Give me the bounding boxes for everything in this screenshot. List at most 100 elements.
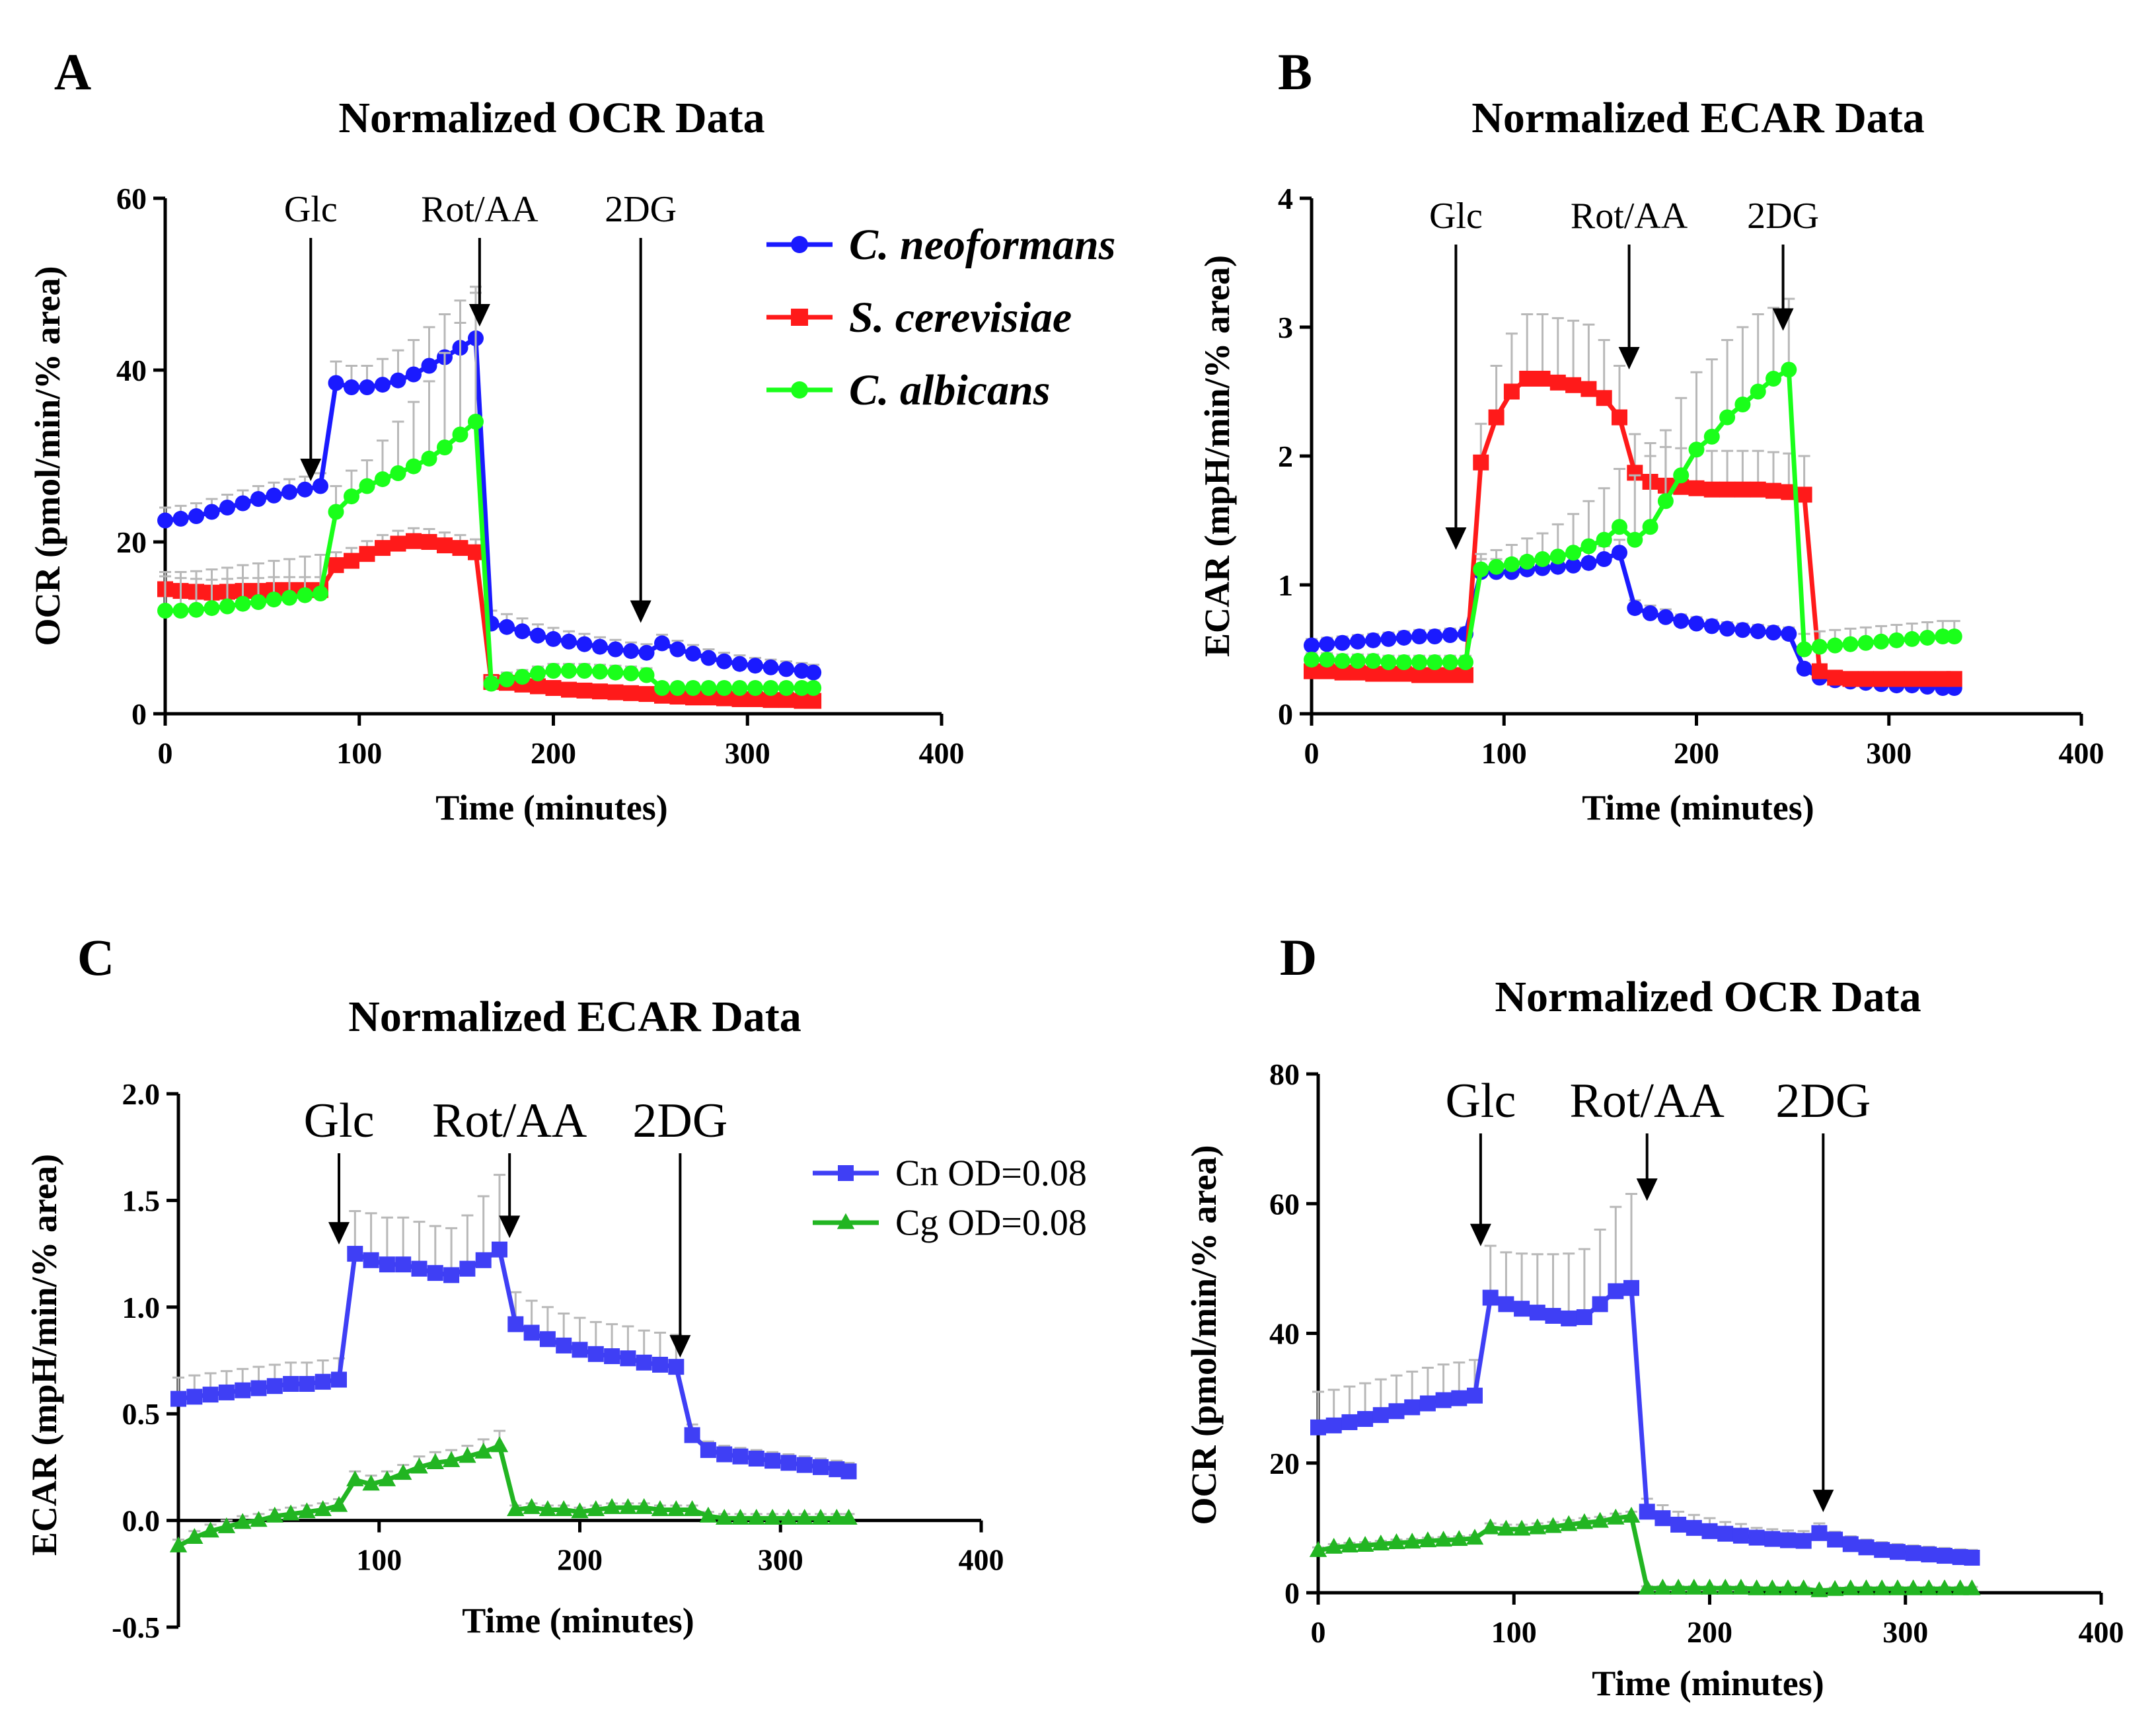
data-point: [390, 372, 406, 389]
data-point: [217, 1517, 236, 1533]
data-point: [1888, 632, 1905, 648]
data-point: [1304, 637, 1320, 654]
data-point: [619, 1498, 637, 1514]
data-point: [716, 1508, 733, 1525]
data-point: [330, 1496, 348, 1512]
data-point: [1592, 1296, 1608, 1313]
data-point: [421, 534, 437, 550]
legend-marker: [791, 309, 808, 326]
data-point: [667, 1500, 685, 1517]
data-point: [592, 638, 608, 655]
data-point: [1435, 1392, 1452, 1408]
data-point: [346, 1470, 364, 1486]
annotation-label: 2DG: [1775, 1074, 1871, 1128]
data-point: [1380, 654, 1397, 670]
data-point: [1575, 1513, 1594, 1529]
data-point: [1873, 633, 1890, 650]
panel-letter: A: [54, 43, 91, 100]
data-point: [669, 641, 686, 658]
data-point: [1888, 1579, 1907, 1595]
data-point: [235, 495, 251, 512]
data-point: [1404, 1399, 1421, 1416]
data-point: [1719, 621, 1736, 637]
data-point: [375, 471, 390, 488]
legend-marker: [838, 1165, 854, 1181]
data-point: [592, 664, 608, 680]
data-point: [1703, 618, 1720, 634]
legend-marker: [791, 236, 808, 253]
legend-label: C. neoformans: [849, 221, 1115, 269]
data-point: [442, 1451, 461, 1467]
data-point: [1734, 622, 1751, 638]
data-point: [202, 1387, 219, 1403]
data-point: [1921, 1546, 1937, 1563]
data-point: [313, 478, 328, 494]
x-tick-label: 300: [725, 736, 770, 770]
x-axis-label: Time (minutes): [1582, 788, 1814, 827]
data-point: [314, 1500, 332, 1517]
data-point: [555, 1500, 573, 1517]
data-point: [530, 665, 546, 681]
data-point: [1309, 1541, 1327, 1557]
y-tick-label: 3: [1278, 311, 1293, 344]
data-point: [794, 680, 810, 696]
data-point: [204, 504, 220, 520]
data-point: [1717, 1525, 1734, 1542]
data-point: [157, 512, 173, 529]
x-axis-label: Time (minutes): [1592, 1663, 1824, 1703]
data-point: [499, 619, 515, 635]
data-point: [1467, 1387, 1483, 1404]
data-point: [1481, 1518, 1499, 1535]
data-point: [427, 1265, 443, 1281]
y-tick-label: 0: [1284, 1576, 1300, 1610]
data-point: [1842, 1536, 1859, 1552]
x-tick-label: 300: [1882, 1615, 1928, 1649]
data-point: [636, 1354, 652, 1371]
data-point: [1827, 637, 1843, 654]
data-point: [250, 491, 266, 507]
data-point: [421, 450, 437, 467]
data-point: [234, 1513, 252, 1529]
data-point: [1673, 467, 1690, 484]
data-point: [1946, 629, 1962, 644]
data-point: [530, 627, 546, 644]
data-point: [572, 1342, 588, 1358]
data-point: [390, 465, 406, 481]
data-point: [328, 375, 344, 391]
data-point: [1811, 638, 1828, 655]
data-point: [250, 1511, 268, 1527]
data-point: [1466, 1529, 1484, 1545]
data-point: [1937, 1548, 1952, 1564]
data-point: [1920, 1579, 1938, 1595]
data-point: [375, 540, 390, 556]
data-point: [1576, 1309, 1592, 1325]
data-point: [1734, 397, 1751, 412]
data-point: [1503, 556, 1520, 572]
data-point: [1780, 1532, 1796, 1548]
data-point: [1688, 480, 1705, 496]
data-point: [328, 504, 344, 520]
data-point: [1858, 1539, 1875, 1556]
data-point: [592, 683, 608, 700]
data-point: [1904, 630, 1920, 647]
data-point: [250, 594, 266, 610]
data-point: [1701, 1578, 1719, 1595]
data-point: [410, 1457, 428, 1474]
data-point: [406, 458, 422, 475]
data-point: [1857, 1579, 1875, 1595]
data-point: [172, 510, 189, 527]
data-point: [426, 1453, 444, 1470]
data-point: [1319, 636, 1335, 652]
data-point: [1534, 371, 1551, 387]
data-point: [474, 1442, 492, 1459]
data-point: [1442, 654, 1458, 670]
data-point: [1734, 481, 1751, 498]
data-point: [1356, 1535, 1374, 1552]
y-tick-label: 2: [1278, 439, 1293, 473]
data-point: [313, 586, 328, 601]
data-point: [188, 508, 204, 524]
data-point: [811, 1508, 830, 1525]
y-tick-label: 0.0: [122, 1504, 161, 1538]
data-point: [421, 358, 437, 374]
